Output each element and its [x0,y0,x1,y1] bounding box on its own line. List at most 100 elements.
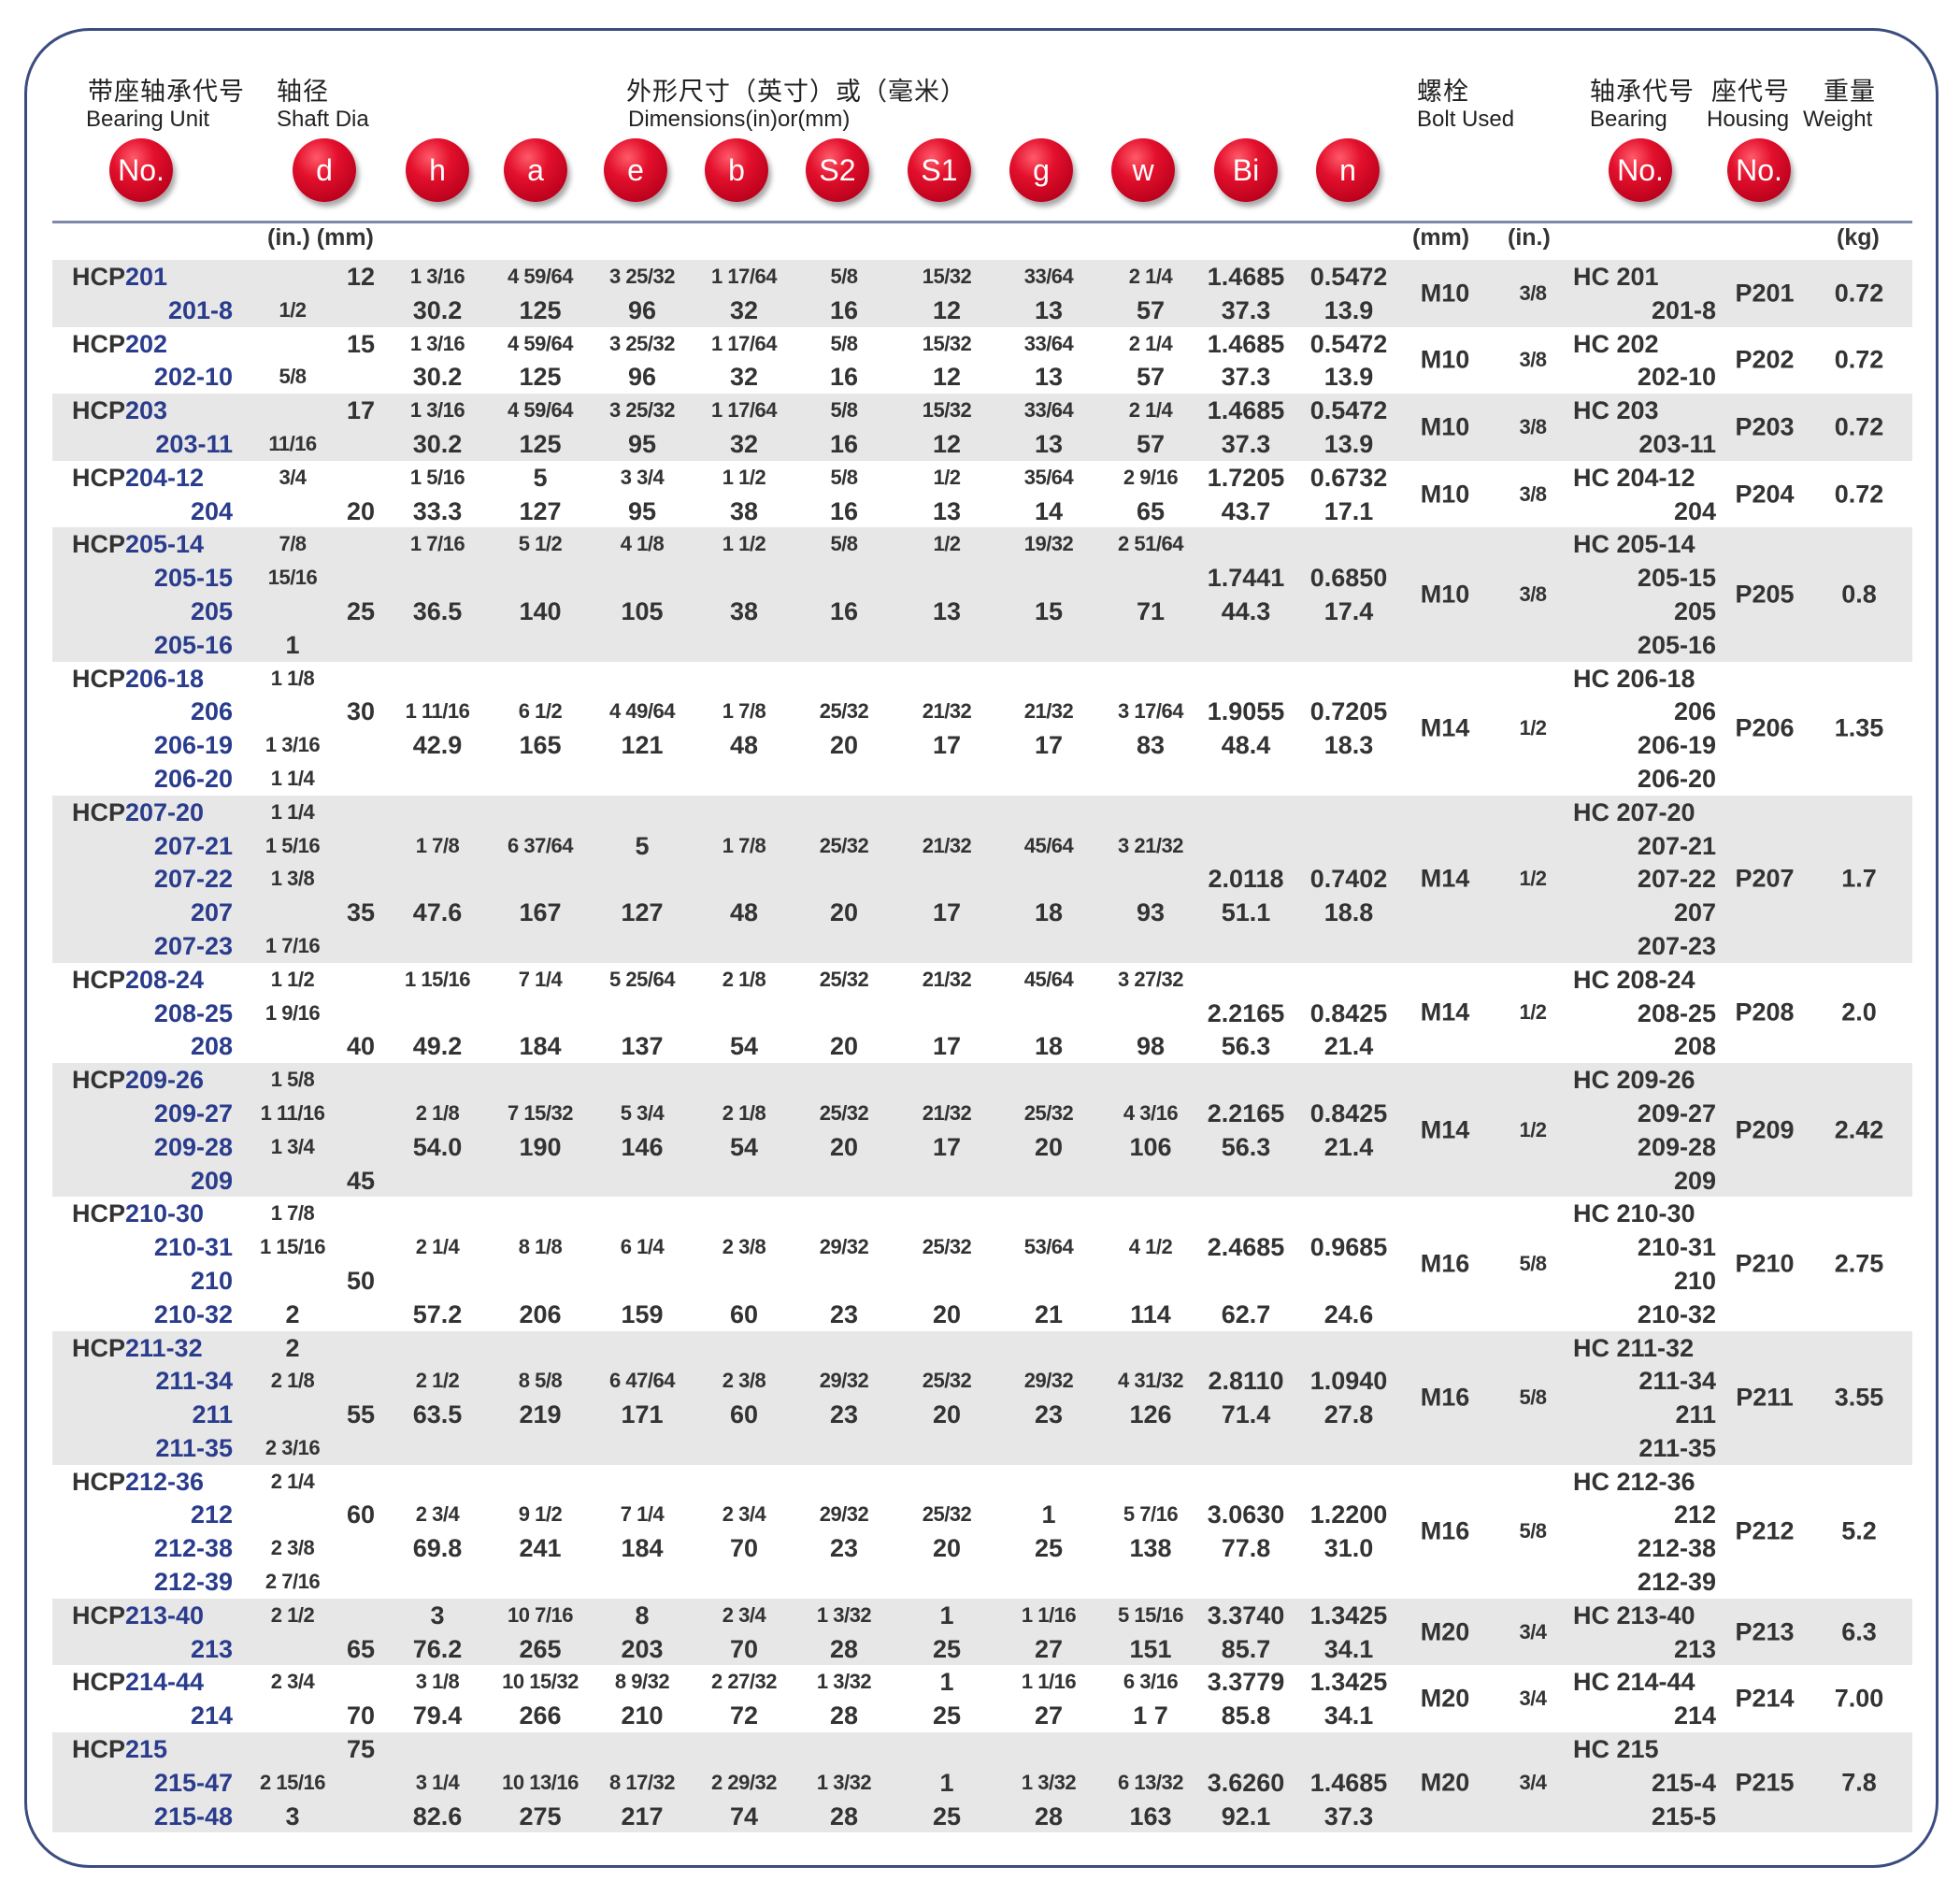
cell-d-mm: 55 [346,1400,376,1429]
cell-e: 4 1/8 [620,532,665,556]
cell-h: 30.2 [412,295,463,324]
bearing-unit-no: HCP203 [72,396,168,425]
bearing-unit-no: 211 [192,1400,233,1429]
table-line: 205-15 15/16 1.7441 0.6850 205-15 [52,561,1912,595]
bearing-no: 207-22 [1637,865,1716,894]
cell-bi: 1.4685 [1207,263,1285,291]
cell-weight: 0.72 [1834,412,1884,441]
cell-e: 3 25/32 [609,331,675,355]
bearing-unit-no: 203-11 [155,429,233,458]
cell-e: 8 17/32 [609,1770,675,1794]
cell-housing: P205 [1735,580,1795,609]
cell-s1: 1 [939,1601,954,1629]
bearing-no: 205-15 [1637,564,1716,593]
cell-bolt-in: 1/2 [1519,716,1547,740]
bearing-unit-no: HCP201 [72,263,168,291]
cell-housing: P210 [1735,1249,1795,1278]
cell-e: 95 [627,429,657,458]
cell-e: 6 47/64 [609,1369,675,1393]
cell-e: 146 [621,1132,664,1161]
cell-s1: 21/32 [922,967,972,991]
cell-n: 18.3 [1323,731,1374,760]
cell-bolt-in: 3/4 [1519,1687,1547,1711]
cell-bolt-mm: M10 [1420,412,1470,441]
cell-a: 4 59/64 [508,331,573,355]
cell-w: 98 [1136,1032,1166,1061]
cell-housing: P206 [1735,713,1795,742]
bearing-no: 205 [1673,596,1716,625]
table-line: 209 45 209 [52,1164,1912,1198]
bearing-unit-no: 212-39 [153,1568,233,1597]
unit-weight: (kg) [1837,224,1880,251]
cell-e: 96 [627,363,657,392]
table-line: 202-10 5/8 30.2 125 96 32 16 12 13 57 37.3 13.9 202-… [52,360,1912,394]
cell-h: 2 1/2 [415,1369,460,1393]
cell-n: 13.9 [1323,429,1374,458]
cell-d-in: 1 [285,630,300,659]
cell-d-mm: 25 [346,596,376,625]
cell-a: 10 13/16 [502,1770,579,1794]
cell-s1: 12 [932,363,962,392]
column-symbol-a: a [504,138,567,202]
cell-bolt-in: 5/8 [1519,1519,1547,1543]
cell-bolt-in: 3/8 [1519,481,1547,506]
cell-weight: 6.3 [1841,1617,1877,1646]
cell-bolt-in: 1/2 [1519,1000,1547,1025]
cell-w: 126 [1129,1400,1172,1429]
cell-w: 5 7/16 [1123,1502,1179,1527]
cell-e: 127 [621,898,664,927]
cell-bi: 37.3 [1221,295,1271,324]
cell-b: 1 17/64 [711,265,777,288]
cell-s1: 20 [932,1299,962,1328]
cell-n: 0.7402 [1309,865,1388,894]
cell-d-in: 2 1/2 [270,1602,315,1627]
cell-a: 167 [519,898,562,927]
cell-b: 74 [729,1802,759,1830]
table-line: HCP203 17 1 3/16 4 59/64 3 25/32 1 17/64 5/8 15… [52,394,1912,427]
cell-s2: 25/32 [819,833,869,857]
cell-a: 5 1/2 [518,532,563,556]
cell-h: 1 15/16 [405,967,470,991]
cell-housing: P203 [1735,412,1795,441]
cell-w: 106 [1129,1132,1172,1161]
bearing-no: 206 [1673,697,1716,726]
cell-h: 30.2 [412,363,463,392]
table-line: HCP211-32 2 HC 211-32 [52,1331,1912,1365]
bearing-no: 207 [1673,898,1716,927]
cell-h: 1 7/16 [409,532,465,556]
cell-d-mm: 40 [346,1032,376,1061]
cell-s2: 28 [829,1634,859,1663]
bearing-no: 214 [1673,1701,1716,1730]
cell-s1: 25/32 [922,1235,972,1259]
cell-d-in: 5/8 [279,365,307,389]
cell-g: 33/64 [1023,398,1074,423]
cell-bolt-mm: M10 [1420,279,1470,308]
cell-s2: 1 3/32 [816,1670,872,1694]
cell-s2: 28 [829,1701,859,1730]
table-row-group: HCP206-18 1 1/8 HC 206-18 206 30 1 11/16 6 1/2… [52,662,1912,796]
cell-weight: 7.8 [1841,1768,1877,1797]
cell-bolt-in: 5/8 [1519,1251,1547,1275]
cell-s2: 25/32 [819,967,869,991]
cell-e: 159 [621,1299,664,1328]
bearing-no: 204 [1673,496,1716,525]
bearing-unit-no: HCP207-20 [72,797,205,826]
table-line: 205 25 36.5 140 105 38 16 13 15 71 44.3 17.4 205 [52,595,1912,628]
bearing-no: 208 [1673,1032,1716,1061]
cell-b: 54 [729,1132,759,1161]
table-row-group: HCP214-44 2 3/4 3 1/8 10 15/32 8 9/32 2 27/32… [52,1665,1912,1732]
cell-e: 5 25/64 [609,967,675,991]
cell-n: 17.1 [1323,496,1374,525]
bearing-unit-no: HCP202 [72,329,168,358]
cell-a: 5 [533,463,548,492]
table-row-group: HCP209-26 1 5/8 HC 209-26 209-27 1 11/16 2 1/… [52,1063,1912,1198]
cell-d-mm: 45 [346,1166,376,1195]
cell-bi: 2.4685 [1207,1233,1285,1262]
bearing-unit-no: 207-22 [153,865,233,894]
cell-w: 57 [1136,363,1166,392]
bearing-no: 209-28 [1637,1132,1716,1161]
cell-bolt-mm: M16 [1420,1383,1470,1412]
cell-g: 1 1/16 [1021,1602,1077,1627]
cell-w: 2 51/64 [1118,532,1183,556]
cell-n: 34.1 [1323,1634,1374,1663]
